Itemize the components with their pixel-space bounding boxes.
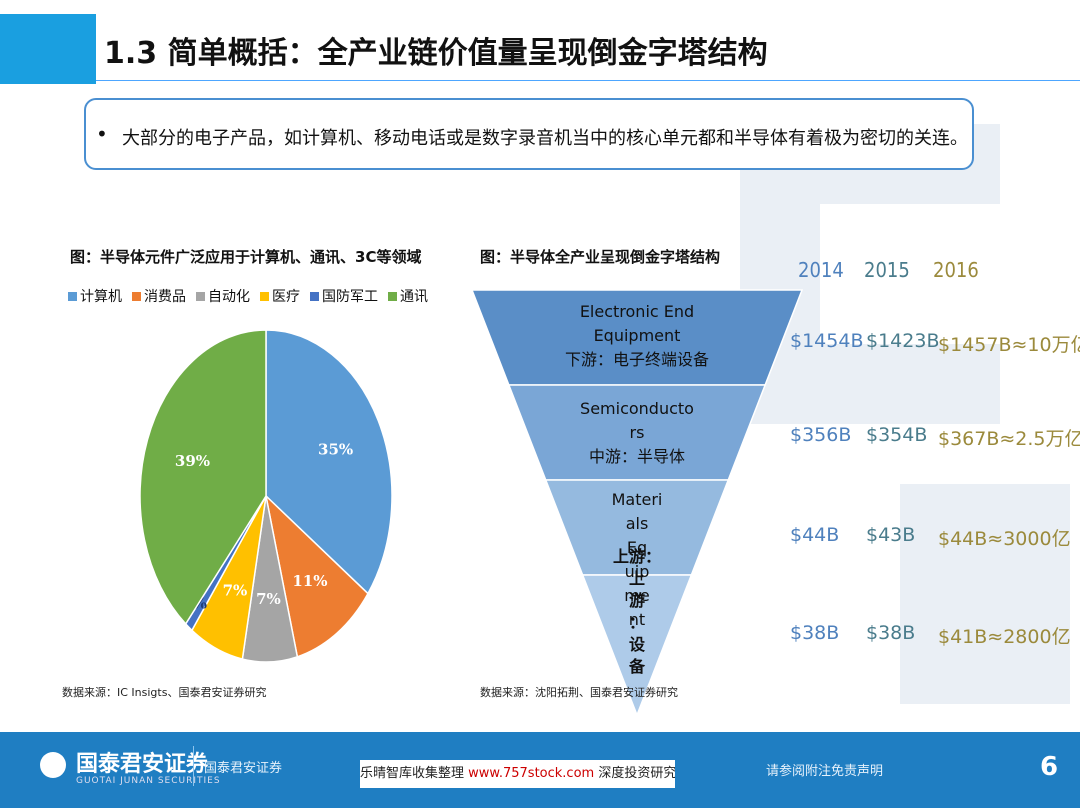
value-cell: $38B bbox=[790, 622, 840, 644]
year-2015: 2015 bbox=[864, 258, 910, 282]
year-2014: 2014 bbox=[798, 258, 844, 282]
pyramid-label-line: nt bbox=[628, 610, 646, 629]
pie-slice-label-1: 11% bbox=[292, 572, 327, 590]
pyramid-label-line: me bbox=[624, 586, 650, 605]
legend-item-4: 国防军工 bbox=[310, 286, 378, 306]
page-number: 6 bbox=[1040, 752, 1059, 782]
year-2016: 2016 bbox=[933, 258, 979, 282]
pie-slice-label-3: 7% bbox=[223, 581, 248, 599]
legend-label-4: 国防军工 bbox=[322, 289, 378, 305]
watermark-url: www.757stock.com bbox=[468, 766, 595, 781]
pyramid-label-line: Semiconducto bbox=[580, 399, 694, 418]
pyramid-level-3 bbox=[581, 574, 693, 718]
legend-swatch-2 bbox=[196, 291, 205, 301]
pyramid-label-line: 上游： bbox=[612, 547, 661, 566]
pie-source-note: 数据来源：IC Insigts、国泰君安证券研究 bbox=[62, 686, 267, 699]
watermark-suffix: 深度投资研究免费下载 bbox=[598, 766, 675, 781]
inverted-pyramid-chart bbox=[470, 289, 804, 718]
pyramid-label-line: Materi bbox=[611, 490, 663, 509]
value-cell: $1454B bbox=[790, 330, 864, 352]
title-accent-block bbox=[0, 14, 96, 84]
legend-item-2: 自动化 bbox=[196, 286, 250, 306]
background-decoration bbox=[740, 124, 1070, 704]
value-cell: $43B bbox=[866, 524, 916, 546]
legend-label-2: 自动化 bbox=[208, 289, 250, 305]
legend-swatch-4 bbox=[310, 291, 319, 301]
page-title: 1.3 简单概括：全产业链价值量呈现倒金字塔结构 bbox=[104, 36, 768, 71]
title-bar bbox=[96, 14, 1080, 84]
legend-swatch-0 bbox=[68, 291, 77, 301]
pie-legend: 计算机 消费品 自动化 医疗 国防军工 通讯 bbox=[68, 286, 428, 306]
pyramid-label-line: 游 bbox=[628, 591, 645, 610]
legend-item-0: 计算机 bbox=[68, 286, 122, 306]
legend-label-0: 计算机 bbox=[80, 289, 122, 305]
pie-slice-label-5: 39% bbox=[175, 452, 210, 470]
footer-divider bbox=[193, 746, 194, 786]
pyramid-label-line: 备 bbox=[628, 657, 645, 676]
pyramid-level-label-0: Electronic End Equipment 下游：电子终端设备 bbox=[537, 300, 737, 372]
summary-text: 大部分的电子产品，如计算机、移动电话或是数字录音机当中的核心单元都和半导体有着极… bbox=[122, 128, 968, 149]
pyramid-label-line: ： bbox=[628, 613, 645, 632]
brand-logo-icon bbox=[40, 752, 66, 778]
value-cell: $1457B≈10万亿 bbox=[938, 334, 1080, 356]
value-cell: $1423B bbox=[866, 330, 940, 352]
footer-brand-name: 国泰君安证券 bbox=[76, 752, 209, 777]
pyramid-source-note: 数据来源：沈阳拓荆、国泰君安证券研究 bbox=[480, 686, 678, 699]
pyramid-label-line: 中游：半导体 bbox=[588, 447, 685, 466]
pyramid-label-line: Equipment bbox=[593, 326, 681, 345]
legend-label-3: 医疗 bbox=[272, 289, 300, 305]
value-cell: $367B≈2.5万亿 bbox=[938, 428, 1080, 450]
legend-swatch-1 bbox=[132, 291, 141, 301]
legend-item-3: 医疗 bbox=[260, 286, 300, 306]
pyramid-label-line: 下游：电子终端设备 bbox=[564, 350, 709, 369]
disclaimer-link[interactable]: 请参阅附注免责声明 bbox=[766, 764, 884, 779]
bullet-marker: • bbox=[96, 122, 108, 146]
pyramid-label-line: 上 bbox=[628, 569, 645, 588]
pie-figure-title: 图：半导体元件广泛应用于计算机、通讯、3C等领域 bbox=[70, 248, 422, 266]
pyramid-level-label-2: Materi als Eq uip me nt bbox=[592, 488, 682, 632]
pyramid-label-line: Eq bbox=[626, 538, 648, 557]
pie-slice-1 bbox=[264, 493, 369, 658]
pyramid-label-line: als bbox=[625, 514, 649, 533]
pyramid-figure-title: 图：半导体全产业呈现倒金字塔结构 bbox=[480, 248, 721, 266]
legend-item-1: 消费品 bbox=[132, 286, 186, 306]
value-cell: $354B bbox=[866, 424, 928, 446]
pie-slice-0 bbox=[265, 330, 393, 595]
watermark-prefix: 乐晴智库收集整理 bbox=[360, 766, 469, 781]
pie-slice-label-2: 7% bbox=[256, 590, 281, 608]
value-cell: $356B bbox=[790, 424, 852, 446]
pie-chart: 35%11%7%7%1%39% bbox=[140, 330, 393, 663]
legend-label-5: 通讯 bbox=[400, 289, 428, 305]
pie-slice-label-0: 35% bbox=[318, 440, 353, 458]
pie-slice-5 bbox=[140, 330, 267, 626]
summary-box: • 大部分的电子产品，如计算机、移动电话或是数字录音机当中的核心单元都和半导体有… bbox=[84, 98, 974, 170]
title-divider bbox=[96, 80, 1080, 81]
watermark-banner: 乐晴智库收集整理 www.757stock.com 深度投资研究免费下载 bbox=[360, 760, 675, 788]
pyramid-label-line: uip bbox=[624, 562, 650, 581]
pyramid-label-line: Electronic End bbox=[579, 302, 695, 321]
legend-item-5: 通讯 bbox=[388, 286, 428, 306]
value-cell: $41B≈2800亿 bbox=[938, 626, 1071, 648]
pyramid-label-line: rs bbox=[629, 423, 645, 442]
value-cell: $44B bbox=[790, 524, 840, 546]
legend-swatch-5 bbox=[388, 291, 397, 301]
pyramid-level-label-1: Semiconducto rs 中游：半导体 bbox=[557, 397, 717, 469]
legend-label-1: 消费品 bbox=[144, 289, 186, 305]
pyramid-level-label-3: 上游：上游：设备 bbox=[607, 546, 667, 678]
legend-swatch-3 bbox=[260, 291, 269, 301]
footer-brand-en: GUOTAI JUNAN SECURITIES bbox=[76, 776, 221, 786]
value-cell: $44B≈3000亿 bbox=[938, 528, 1071, 550]
footer-brand-secondary: 国泰君安证券 bbox=[204, 761, 283, 776]
pyramid-label-line: 设 bbox=[628, 635, 645, 654]
value-cell: $38B bbox=[866, 622, 916, 644]
